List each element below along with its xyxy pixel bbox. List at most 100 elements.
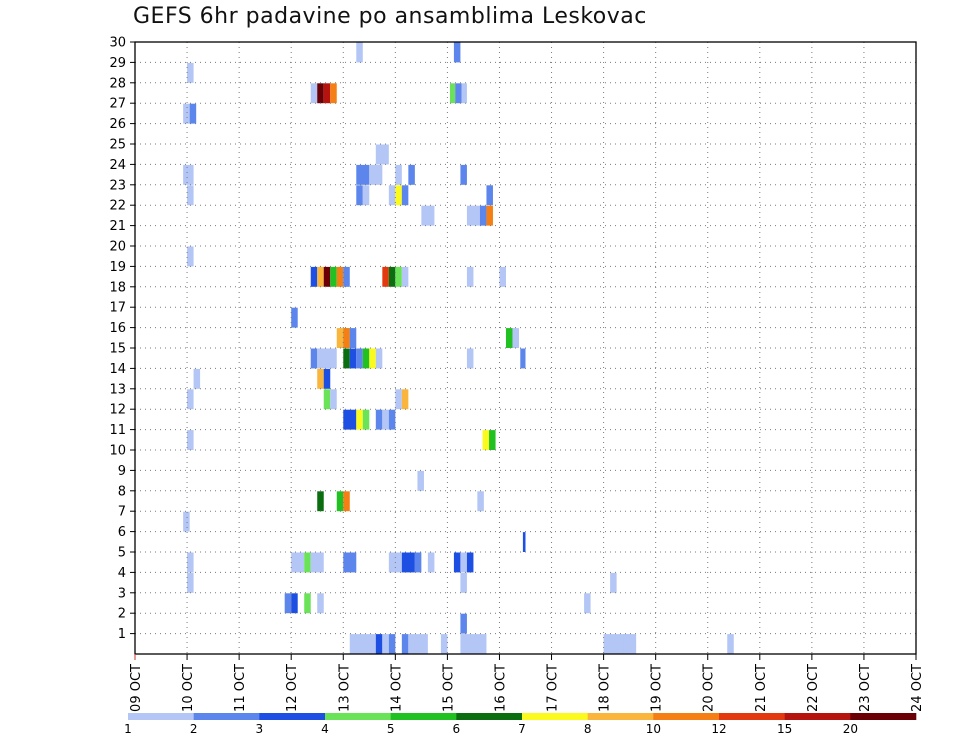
heatmap-cell — [284, 593, 292, 614]
heatmap-cell — [349, 328, 357, 348]
heatmap-cell — [375, 144, 389, 165]
y-tick-label: 4 — [118, 566, 126, 581]
heatmap-cell — [499, 266, 506, 287]
heatmap-cell — [304, 552, 311, 573]
heatmap-cell — [343, 266, 350, 287]
x-tick-label: 24 OCT — [910, 664, 925, 712]
heatmap-cell — [343, 348, 350, 369]
heatmap-cell — [323, 368, 331, 389]
heatmap-cell — [486, 185, 493, 206]
heatmap-cell — [349, 348, 357, 369]
heatmap-cell — [187, 246, 194, 267]
heatmap-cell — [291, 593, 298, 614]
heatmap-cell — [356, 164, 370, 185]
heatmap-cell — [317, 593, 324, 614]
y-tick-label: 10 — [109, 444, 126, 459]
heatmap-cell — [466, 348, 474, 369]
heatmap-cell — [343, 552, 357, 573]
heatmap-cell — [187, 552, 194, 573]
y-tick-label: 6 — [118, 525, 126, 540]
heatmap-cell — [610, 572, 617, 593]
heatmap-cell — [584, 593, 591, 614]
y-tick-label: 9 — [118, 464, 126, 479]
heatmap-cell — [356, 409, 363, 430]
heatmap-cell — [453, 552, 461, 573]
heatmap-cell — [336, 328, 344, 348]
heatmap-cell — [417, 470, 424, 491]
heatmap-cell — [479, 205, 487, 226]
heatmap-cell — [310, 83, 318, 104]
heatmap-cell — [189, 103, 197, 124]
y-tick-label: 20 — [109, 240, 126, 255]
heatmap-cell — [323, 389, 331, 410]
colorbar-swatch — [522, 713, 588, 720]
y-tick-label: 18 — [109, 280, 126, 295]
y-tick-label: 11 — [109, 423, 126, 438]
heatmap-cell — [375, 348, 383, 369]
heatmap-cell — [187, 430, 194, 450]
heatmap-cell — [349, 634, 376, 654]
chart-title: GEFS 6hr padavine po ansamblima Leskovac — [133, 4, 647, 29]
x-tick-label: 13 OCT — [337, 664, 352, 712]
heatmap-cell — [401, 185, 409, 206]
heatmap-cell — [336, 491, 344, 512]
heatmap-cell — [388, 266, 396, 287]
heatmap-cell — [343, 409, 357, 430]
heatmap-cell — [193, 368, 201, 389]
colorbar-label: 5 — [387, 722, 395, 736]
heatmap-cell — [477, 491, 484, 512]
heatmap-cell — [603, 634, 630, 654]
y-tick-label: 1 — [118, 627, 126, 642]
y-tick-label: 16 — [109, 321, 126, 336]
heatmap-cell — [343, 491, 350, 512]
heatmap-cells — [183, 42, 734, 654]
y-tick-label: 3 — [118, 586, 126, 601]
heatmap-cell — [388, 185, 396, 206]
colorbar-swatch — [719, 713, 785, 720]
y-tick-label: 15 — [109, 342, 126, 357]
heatmap-cell — [520, 348, 526, 369]
heatmap-cell — [291, 307, 298, 328]
heatmap-cell — [183, 164, 194, 185]
y-tick-label: 2 — [118, 607, 126, 622]
heatmap-cell — [466, 205, 480, 226]
heatmap-cell — [343, 328, 350, 348]
heatmap-cell — [382, 409, 389, 430]
heatmap-cell — [486, 205, 493, 226]
heatmap-cell — [330, 83, 337, 104]
colorbar-label: 2 — [190, 722, 198, 736]
heatmap-cell — [362, 185, 370, 206]
colorbar-swatch — [259, 713, 326, 720]
y-tick-label: 5 — [118, 546, 126, 561]
heatmap-cell — [455, 83, 462, 104]
x-tick-label: 14 OCT — [389, 664, 404, 712]
heatmap-cell — [623, 634, 637, 654]
y-tick-label: 27 — [109, 97, 126, 112]
y-tick-label: 13 — [109, 382, 126, 397]
colorbar-label: 12 — [711, 722, 726, 736]
y-tick-label: 23 — [109, 178, 126, 193]
heatmap-cell — [408, 164, 415, 185]
y-tick-label: 8 — [118, 484, 126, 499]
heatmap-cell — [401, 552, 415, 573]
heatmap-cell — [401, 389, 409, 410]
colorbar-swatch — [850, 713, 917, 720]
heatmap-cell — [466, 552, 474, 573]
colorbar-swatch — [390, 713, 457, 720]
colorbar-swatch — [587, 713, 654, 720]
colorbar-label: 20 — [843, 722, 858, 736]
colorbar-label: 8 — [584, 722, 592, 736]
y-tick-label: 26 — [109, 117, 126, 132]
colorbar-swatch — [325, 713, 391, 720]
colorbar-label: 7 — [518, 722, 526, 736]
heatmap-cell — [395, 266, 402, 287]
heatmap-cell — [317, 368, 324, 389]
heatmap-cell — [395, 164, 402, 185]
x-tick-label: 16 OCT — [493, 664, 508, 712]
heatmap-cell — [466, 266, 474, 287]
heatmap-cell — [460, 164, 467, 185]
colorbar: 1 2 3 4 5 6 7 8 10 12 15 20 — [124, 713, 917, 736]
heatmap-cell — [330, 266, 337, 287]
heatmap-cell — [317, 266, 324, 287]
